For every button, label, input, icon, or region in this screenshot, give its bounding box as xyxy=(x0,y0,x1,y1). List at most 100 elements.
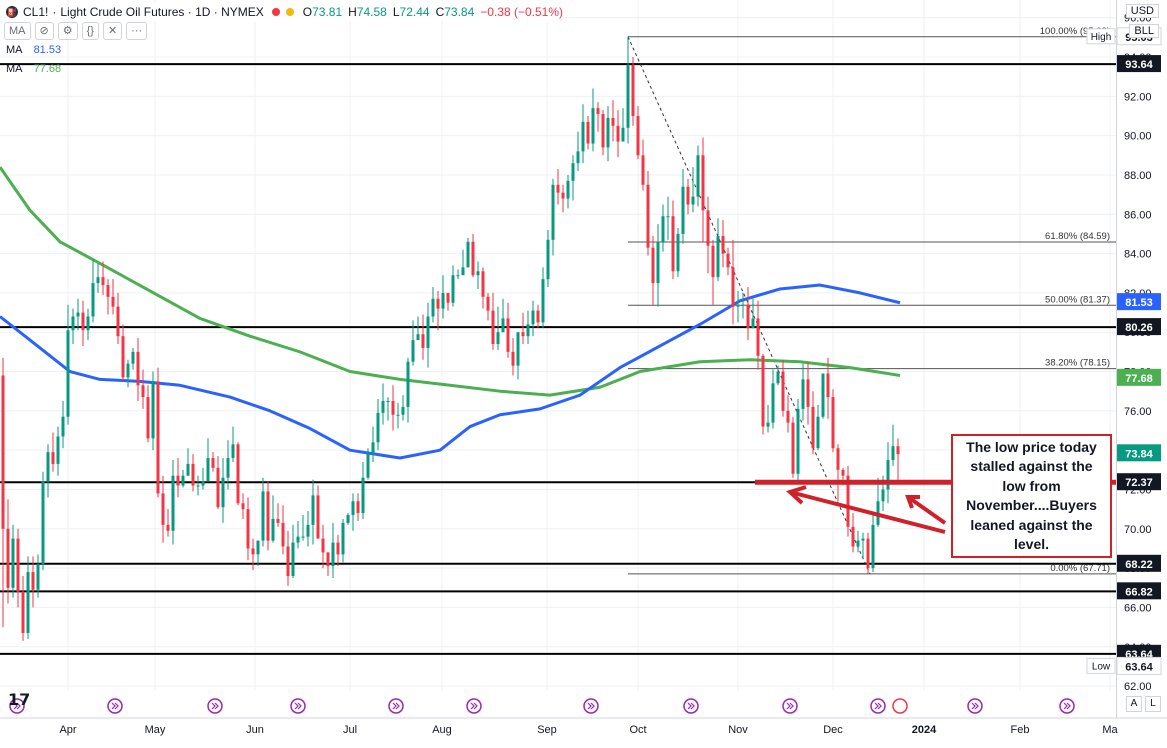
plot-background xyxy=(0,0,1116,690)
candle-body xyxy=(11,538,15,588)
price-tag-box xyxy=(1086,28,1116,45)
candle-body xyxy=(546,239,550,280)
candle-body xyxy=(496,332,500,345)
unit-button[interactable]: BLL xyxy=(1129,24,1159,38)
candle-body xyxy=(26,572,30,633)
candle-body xyxy=(886,460,890,490)
candle-body xyxy=(776,371,780,384)
ma-slow-line xyxy=(0,166,901,397)
event-marker-chevron-icon xyxy=(786,702,794,710)
candle-body xyxy=(86,316,90,331)
price-label: 93.64 xyxy=(1125,59,1153,71)
candle-body xyxy=(1,375,5,529)
candle-body xyxy=(541,279,545,323)
fib-level-label: 38.20% (78.15) xyxy=(1045,358,1110,369)
candle-body xyxy=(676,233,680,272)
x-tick-label: Feb xyxy=(1011,724,1030,736)
currency-button[interactable]: USD xyxy=(1125,4,1159,18)
indicator-toolbar: MA ⊘ ⚙ {} ✕ ··· xyxy=(4,22,148,40)
candle-body xyxy=(301,536,305,538)
ma-fast-label: MA xyxy=(6,44,23,56)
candle-body xyxy=(806,379,810,407)
candle-body xyxy=(446,292,450,303)
candle-body xyxy=(171,475,175,531)
fib-level-label: 100.00% (95.03) xyxy=(1040,26,1110,37)
candle-body xyxy=(401,406,405,415)
market-dot-icon xyxy=(285,8,294,16)
change-value: −0.38 (−0.51%) xyxy=(480,5,563,19)
candle-body xyxy=(176,475,180,486)
candle-body xyxy=(266,491,270,541)
candle-body xyxy=(236,444,240,504)
event-marker-chevron-icon xyxy=(294,702,302,710)
ma-slow-label: MA xyxy=(6,63,23,75)
candle-body xyxy=(256,540,260,555)
source-code-icon[interactable]: {} xyxy=(81,22,99,40)
candle-body xyxy=(726,253,730,268)
candle-body xyxy=(156,381,160,494)
price-label-box xyxy=(1117,473,1161,491)
ma-fast-legend[interactable]: MA 81.53 xyxy=(6,44,61,56)
price-tag-label: Low xyxy=(1092,661,1111,672)
event-marker-chevron-icon xyxy=(587,702,595,710)
candle-body xyxy=(486,296,490,311)
price-label: 77.68 xyxy=(1125,373,1153,385)
candle-body xyxy=(376,412,380,443)
candle-body xyxy=(21,591,25,633)
candle-body xyxy=(861,538,865,541)
x-tick-label: Oct xyxy=(629,724,646,736)
symbol-name[interactable]: CL1! xyxy=(23,5,49,19)
candle-body xyxy=(16,538,20,592)
y-tick-label: 66.00 xyxy=(1124,602,1152,614)
tradingview-logo-icon[interactable]: 𝟭𝟳 xyxy=(8,692,31,709)
candle-body xyxy=(66,330,70,417)
candle-body xyxy=(31,572,35,590)
candle-body xyxy=(56,436,60,464)
settings-gear-icon[interactable]: ⚙ xyxy=(57,22,78,40)
candle-body xyxy=(896,446,900,455)
more-menu-icon[interactable]: ··· xyxy=(126,22,148,40)
candle-body xyxy=(796,408,800,474)
x-tick-label: Dec xyxy=(823,724,843,736)
symbol-title: Light Crude Oil Futures · 1D · NYMEX xyxy=(60,5,264,19)
ma-tool-button[interactable]: MA xyxy=(4,22,31,40)
candle-body xyxy=(771,383,775,423)
log-scale-button[interactable]: L xyxy=(1145,696,1161,712)
candle-body xyxy=(141,385,145,398)
candle-body xyxy=(701,155,705,211)
candle-body xyxy=(491,310,495,345)
candle-body xyxy=(246,509,250,549)
candle-body xyxy=(731,267,735,307)
candle-body xyxy=(581,121,585,152)
ma-slow-legend[interactable]: MA 77.68 xyxy=(6,63,61,75)
low-value: 72.44 xyxy=(399,5,430,19)
ma-fast-value: 81.53 xyxy=(33,44,62,56)
y-tick-label: 92.00 xyxy=(1124,91,1152,103)
candle-body xyxy=(781,371,785,411)
candle-body xyxy=(476,271,480,276)
candle-body xyxy=(681,186,685,234)
candle-body xyxy=(626,64,630,128)
candle-body xyxy=(656,241,660,284)
candle-body xyxy=(511,351,515,366)
candle-body xyxy=(411,340,415,362)
ma-fast-line xyxy=(0,283,901,460)
candle-body xyxy=(811,406,815,449)
candle-body xyxy=(556,184,560,193)
candle-body xyxy=(451,275,455,303)
candle-body xyxy=(121,336,125,378)
auto-scale-button[interactable]: A xyxy=(1126,696,1142,712)
candle-body xyxy=(356,501,360,514)
candle-body xyxy=(841,469,845,476)
annotation-textbox[interactable]: The low price today stalled against the … xyxy=(951,434,1112,558)
candle-body xyxy=(316,495,320,539)
hide-eye-icon[interactable]: ⊘ xyxy=(34,22,54,40)
annotation-arrow-shaft xyxy=(789,490,946,534)
remove-close-icon[interactable]: ✕ xyxy=(102,22,123,40)
candle-body xyxy=(231,444,235,459)
event-marker-chevron-icon xyxy=(13,702,21,710)
y-tick-label: 70.00 xyxy=(1124,524,1152,536)
candle-body xyxy=(341,522,345,555)
